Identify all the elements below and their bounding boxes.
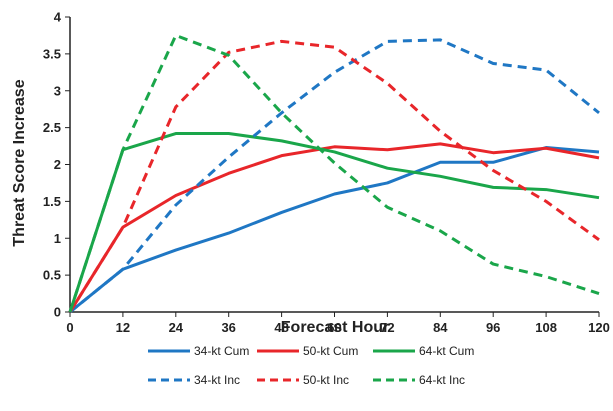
y-tick-label: 2	[54, 157, 61, 172]
legend-label-64-kt-cum: 64-kt Cum	[419, 344, 474, 358]
y-tick-label: 1	[54, 231, 61, 246]
axes: 0 0.5 1 1.5 2 2.5 3 3.5 4 0 12 24 36 48 60 72 84 96 108 120	[43, 10, 610, 336]
y-tick-label: 3	[54, 83, 61, 98]
legend-label-34-kt-cum: 34-kt Cum	[194, 344, 249, 358]
y-tick-label: 2.5	[43, 120, 61, 135]
x-tick-label: 48	[274, 320, 288, 335]
x-tick-label: 120	[588, 320, 610, 335]
y-tick-label: 0.5	[43, 268, 61, 283]
y-axis-title: Threat Score Increase	[11, 79, 28, 246]
x-tick-label: 108	[535, 320, 557, 335]
series-line-50-kt-inc	[68, 39, 600, 313]
series-line-34-kt-cum	[69, 146, 600, 314]
x-tick-label: 24	[169, 320, 184, 335]
series-line-64-kt-cum	[68, 132, 600, 313]
x-tick-label: 60	[327, 320, 341, 335]
x-tick-label: 0	[66, 320, 73, 335]
legend-label-50-kt-cum: 50-kt Cum	[303, 344, 358, 358]
series-line-50-kt-cum	[68, 142, 600, 313]
y-tick-label: 3.5	[43, 46, 61, 61]
x-tick-label: 72	[380, 320, 394, 335]
y-tick-label: 1.5	[43, 194, 61, 209]
legend-label-50-kt-inc: 50-kt Inc	[303, 373, 349, 387]
series-line-64-kt-inc	[68, 33, 600, 313]
y-tick-label: 0	[54, 305, 61, 320]
x-axis-title: Forecast Hour	[281, 319, 389, 336]
x-tick-label: 84	[433, 320, 448, 335]
x-tick-label: 36	[221, 320, 235, 335]
legend-label-34-kt-inc: 34-kt Inc	[194, 373, 240, 387]
series-line-34-kt-inc	[69, 38, 600, 314]
y-tick-label: 4	[54, 10, 62, 25]
x-tick-label: 96	[486, 320, 500, 335]
legend: 34-kt Cum 50-kt Cum 64-kt Cum 34-kt Inc 50-k…	[148, 344, 474, 387]
legend-label-64-kt-inc: 64-kt Inc	[419, 373, 465, 387]
series-layer	[68, 33, 600, 314]
x-tick-label: 12	[116, 320, 130, 335]
